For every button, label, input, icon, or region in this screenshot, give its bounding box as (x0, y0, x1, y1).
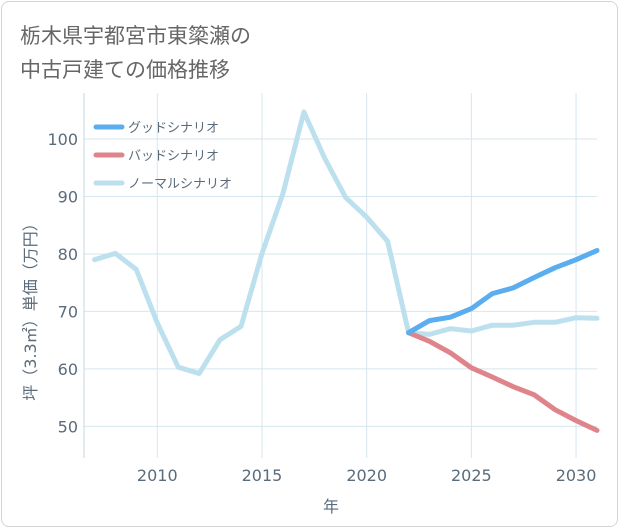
x-axis-title: 年 (323, 497, 339, 516)
series-line-1 (406, 330, 600, 433)
y-tick-label-90: 90 (58, 187, 78, 206)
chart-title: 栃木県宇都宮市東簗瀬の 中古戸建ての価格推移 (20, 19, 251, 87)
x-tick-label-2030: 2030 (556, 466, 597, 485)
y-axis-title: 坪（3.3㎡）単価（万円） (21, 215, 40, 400)
legend-label-1: バッドシナリオ (128, 149, 219, 164)
chart-title-line-1: 栃木県宇都宮市東簗瀬の (20, 24, 251, 48)
x-tick-label-2015: 2015 (242, 466, 283, 485)
series-line-0 (406, 248, 600, 336)
y-tick-label-60: 60 (58, 360, 78, 379)
y-tick-label-70: 70 (58, 302, 78, 321)
x-tick-label-2010: 2010 (137, 466, 178, 485)
x-tick-label-2025: 2025 (451, 466, 492, 485)
series-line-2 (92, 109, 600, 376)
y-tick-label-100: 100 (47, 130, 78, 149)
chart-title-line-2: 中古戸建ての価格推移 (20, 58, 230, 82)
grid (83, 93, 597, 458)
legend-label-2: ノーマルシナリオ (128, 177, 232, 192)
x-tick-label-2020: 2020 (346, 466, 387, 485)
series-lines (92, 109, 600, 433)
tick-labels: 2010 2015 2020 2025 2030 50 60 70 80 90 100 (47, 130, 596, 485)
y-tick-label-50: 50 (58, 417, 78, 436)
legend-label-0: グッドシナリオ (128, 121, 219, 136)
y-tick-label-80: 80 (58, 245, 78, 264)
